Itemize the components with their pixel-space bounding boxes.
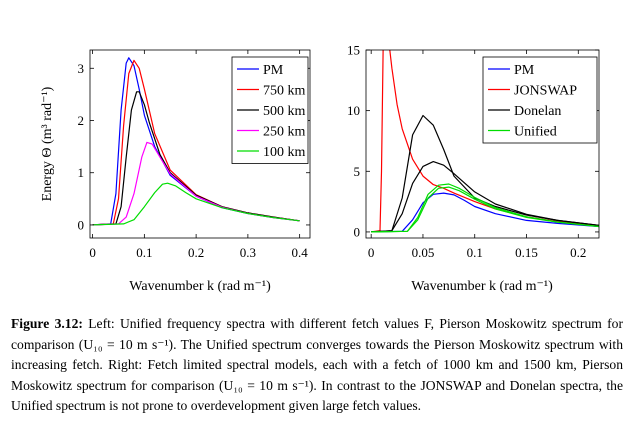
left-ticks: 0 0.1 0.2 0.3 0.4 0 1 2 3 — [78, 50, 310, 260]
left-x-axis-label: Wavenumber k (rad m⁻¹) — [129, 279, 271, 294]
right-series-line-3 — [371, 161, 599, 233]
left-legend-label: 750 km — [263, 84, 306, 99]
left-y-tick-label: 1 — [78, 165, 85, 180]
left-y-tick-label: 2 — [78, 113, 85, 128]
left-x-tick-label: 0.4 — [292, 245, 309, 260]
left-plot-frame — [89, 49, 311, 239]
right-x-tick-label: 0.2 — [570, 245, 586, 260]
right-plot-frame — [365, 49, 600, 239]
right-x-tick-label: 0.15 — [515, 245, 538, 260]
caption-text: Left: Unified frequency spectra with dif… — [11, 316, 623, 414]
right-series-line-5 — [371, 183, 599, 233]
left-legend-label: 500 km — [263, 104, 306, 119]
right-legend-box — [482, 56, 598, 144]
left-legend: PM 750 km 500 km 250 km 100 km — [231, 56, 309, 164]
right-x-tick-label: 0.05 — [412, 245, 435, 260]
right-legend-label: PM — [514, 63, 535, 78]
left-series-group — [92, 57, 300, 226]
right-x-axis-label: Wavenumber k (rad m⁻¹) — [411, 279, 553, 294]
right-series-group — [371, 50, 599, 233]
left-y-axis-label: Energy Θ (m³ rad⁻¹) — [40, 86, 55, 201]
right-legend-label: Unified — [514, 125, 557, 140]
right-x-tick-label: 0.1 — [467, 245, 483, 260]
caption-label: Figure 3.12: — [11, 316, 83, 331]
right-chart: 0 0.05 0.1 0.15 0.2 0 5 10 15 PM JONSWAP Donelan Un… — [347, 43, 600, 294]
right-y-tick-label: 15 — [347, 43, 360, 58]
left-y-tick-label: 0 — [78, 217, 85, 232]
right-y-tick-label: 5 — [354, 164, 361, 179]
right-legend: PM JONSWAP Donelan Unified — [482, 56, 598, 144]
left-x-tick-label: 0 — [89, 245, 96, 260]
right-series-line-2 — [371, 114, 599, 233]
left-legend-label: 250 km — [263, 125, 306, 140]
left-y-tick-label: 3 — [78, 61, 85, 76]
left-chart: 0 0.1 0.2 0.3 0.4 0 1 2 3 PM 750 km 500 km 250 km 10… — [40, 49, 311, 294]
right-y-tick-label: 10 — [347, 103, 360, 118]
left-x-tick-label: 0.3 — [240, 245, 256, 260]
right-legend-label: JONSWAP — [514, 84, 577, 99]
right-y-tick-label: 0 — [354, 224, 361, 239]
left-legend-label: 100 km — [263, 145, 306, 160]
right-x-tick-label: 0 — [368, 245, 375, 260]
figure: 0 0.1 0.2 0.3 0.4 0 1 2 3 PM 750 km 500 km 250 km 10… — [40, 43, 600, 294]
right-legend-label: Donelan — [514, 104, 561, 119]
left-series-line-4 — [92, 182, 300, 226]
right-ticks: 0 0.05 0.1 0.15 0.2 0 5 10 15 — [347, 43, 599, 260]
figure-caption: Figure 3.12: Left: Unified frequency spe… — [11, 314, 623, 417]
left-x-tick-label: 0.2 — [188, 245, 204, 260]
left-legend-label: PM — [263, 63, 284, 78]
left-x-tick-label: 0.1 — [136, 245, 152, 260]
right-series-line-0 — [371, 192, 599, 233]
